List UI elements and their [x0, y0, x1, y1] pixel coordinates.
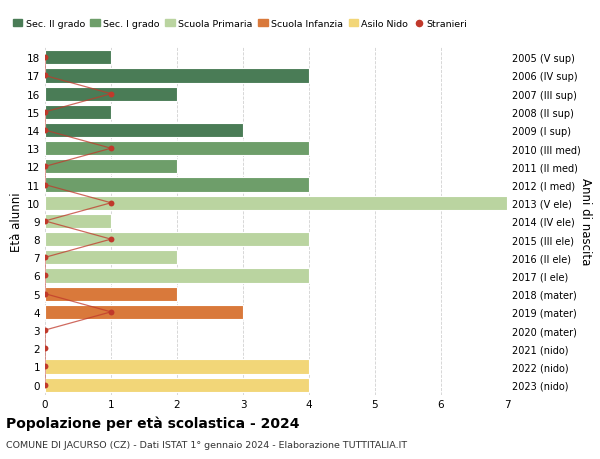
Bar [45, 214, 111, 229]
Point [106, 200, 116, 207]
Legend: Sec. II grado, Sec. I grado, Scuola Primaria, Scuola Infanzia, Asilo Nido, Stran: Sec. II grado, Sec. I grado, Scuola Prim… [13, 20, 467, 29]
Point [40, 291, 50, 298]
Bar [45, 359, 309, 374]
Y-axis label: Età alunni: Età alunni [10, 192, 23, 251]
Y-axis label: Anni di nascita: Anni di nascita [579, 178, 592, 265]
Point [40, 272, 50, 280]
Bar [45, 196, 507, 210]
Point [40, 181, 50, 189]
Point [106, 145, 116, 152]
Bar [45, 233, 309, 246]
Bar [45, 51, 111, 65]
Bar [45, 160, 177, 174]
Bar [45, 378, 309, 392]
Point [40, 218, 50, 225]
Point [106, 308, 116, 316]
Point [40, 345, 50, 352]
Point [40, 327, 50, 334]
Bar [45, 87, 177, 101]
Bar [45, 287, 177, 301]
Bar [45, 106, 111, 120]
Bar [45, 305, 243, 319]
Point [40, 109, 50, 116]
Bar [45, 123, 243, 138]
Point [40, 73, 50, 80]
Bar [45, 178, 309, 192]
Point [40, 127, 50, 134]
Bar [45, 69, 309, 84]
Bar [45, 251, 177, 265]
Text: COMUNE DI JACURSO (CZ) - Dati ISTAT 1° gennaio 2024 - Elaborazione TUTTITALIA.IT: COMUNE DI JACURSO (CZ) - Dati ISTAT 1° g… [6, 440, 407, 449]
Point [40, 381, 50, 388]
Point [40, 55, 50, 62]
Point [106, 236, 116, 243]
Point [40, 363, 50, 370]
Point [106, 91, 116, 98]
Bar [45, 142, 309, 156]
Point [40, 163, 50, 171]
Text: Popolazione per età scolastica - 2024: Popolazione per età scolastica - 2024 [6, 415, 299, 430]
Bar [45, 269, 309, 283]
Point [40, 254, 50, 262]
